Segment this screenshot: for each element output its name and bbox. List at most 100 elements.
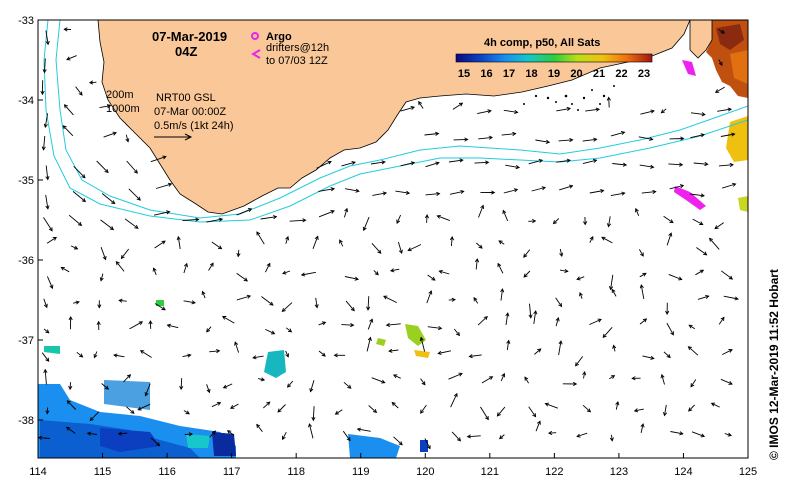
- current-arrow: [277, 404, 286, 413]
- current-arrowhead: [330, 210, 335, 214]
- current-arrowhead: [93, 354, 98, 359]
- current-arrowhead: [185, 410, 190, 415]
- current-arrow: [535, 421, 541, 432]
- current-arrow: [390, 268, 400, 272]
- current-arrow: [502, 210, 509, 222]
- map-date: 07-Mar-2019: [152, 29, 227, 44]
- current-arrow: [427, 326, 442, 329]
- current-arrowhead: [222, 316, 227, 320]
- current-arrowhead: [669, 219, 674, 224]
- current-arrow: [690, 379, 697, 387]
- lon-tick-label: 122: [545, 466, 563, 478]
- drifter-label-2: to 07/03 12Z: [266, 55, 328, 67]
- current-arrowhead: [355, 188, 360, 193]
- current-arrowhead: [515, 165, 521, 170]
- current-arrow: [93, 351, 98, 358]
- current-arrow: [209, 430, 216, 438]
- current-arrow: [642, 355, 654, 359]
- current-arrow: [661, 374, 665, 385]
- current-arrowhead: [43, 303, 48, 309]
- current-arrow: [425, 193, 440, 196]
- current-arrow: [695, 269, 704, 276]
- current-arrow: [610, 192, 625, 197]
- current-arrowhead: [350, 307, 355, 312]
- current-arrow: [87, 432, 97, 435]
- current-arrow: [497, 406, 506, 417]
- current-arrowhead: [569, 184, 574, 189]
- current-arrowhead: [523, 253, 528, 258]
- credit-panel: © IMOS 12-Mar-2019 11:52 Hobart: [760, 20, 786, 465]
- current-arrow: [345, 300, 355, 311]
- current-arrow: [260, 216, 277, 220]
- current-arrowhead: [344, 207, 349, 213]
- current-arrowhead: [610, 375, 616, 379]
- current-arrow: [528, 406, 536, 417]
- current-arrowhead: [488, 376, 494, 380]
- current-arrow: [73, 301, 80, 304]
- current-arrow: [89, 411, 100, 421]
- current-arrow: [396, 214, 402, 224]
- current-arrowhead: [688, 407, 693, 412]
- current-arrow: [534, 348, 541, 355]
- current-arrow: [498, 240, 505, 245]
- current-arrow: [717, 108, 732, 112]
- current-arrowhead: [601, 236, 606, 241]
- current-arrowhead: [718, 61, 723, 67]
- current-arrow: [126, 160, 138, 174]
- current-arrow: [155, 183, 172, 189]
- current-arrow: [500, 288, 503, 301]
- current-arrowhead: [112, 131, 117, 136]
- current-arrowhead: [120, 254, 125, 260]
- current-arrowhead: [126, 374, 132, 379]
- current-arrowhead: [166, 210, 171, 215]
- current-arrow: [140, 350, 152, 358]
- current-arrowhead: [366, 306, 371, 311]
- current-arrow: [634, 408, 644, 412]
- current-arrowhead: [60, 266, 65, 271]
- depth-label-1000m: 1000m: [106, 103, 140, 115]
- current-arrowhead: [405, 190, 411, 195]
- current-arrow: [666, 322, 674, 336]
- current-arrowhead: [40, 90, 45, 96]
- current-arrow: [450, 236, 453, 247]
- current-arrow: [408, 244, 422, 251]
- current-arrowhead: [532, 413, 537, 418]
- current-arrowhead: [633, 408, 639, 413]
- current-arrowhead: [155, 442, 161, 447]
- current-arrow: [639, 164, 654, 168]
- current-arrow: [125, 134, 129, 142]
- current-arrowhead: [576, 433, 581, 438]
- current-arrow: [529, 303, 532, 318]
- depth-label-200m: 200m: [106, 89, 134, 101]
- current-arrowhead: [137, 406, 142, 411]
- current-arrow: [391, 402, 399, 409]
- current-arrow: [264, 263, 271, 273]
- current-arrow: [183, 263, 188, 274]
- current-arrow: [481, 376, 493, 384]
- current-arrow: [206, 218, 223, 223]
- current-arrowhead: [311, 416, 316, 422]
- current-arrow: [177, 236, 181, 250]
- current-arrowhead: [381, 160, 386, 165]
- current-arrow: [43, 298, 48, 308]
- current-arrow: [477, 110, 491, 115]
- colorbar-tick-label: 20: [570, 68, 582, 80]
- current-arrow: [46, 407, 49, 414]
- current-arrowhead: [333, 353, 338, 358]
- current-arrowhead: [485, 160, 490, 165]
- current-arrow: [668, 273, 682, 280]
- current-arrow: [301, 271, 316, 276]
- current-arrow: [425, 162, 440, 168]
- current-arrow: [72, 191, 86, 202]
- current-arrowhead: [732, 182, 737, 187]
- current-arrow: [341, 161, 356, 167]
- current-arrowhead: [45, 205, 50, 210]
- current-arrowhead: [68, 315, 73, 321]
- current-arrowhead: [38, 435, 43, 440]
- current-arrowhead: [514, 109, 519, 115]
- current-arrowhead: [559, 252, 564, 258]
- current-arrowhead: [97, 304, 102, 309]
- drifter-label-1: drifters@12h: [266, 42, 329, 54]
- current-arrow: [38, 437, 50, 439]
- current-arrowhead: [111, 200, 116, 205]
